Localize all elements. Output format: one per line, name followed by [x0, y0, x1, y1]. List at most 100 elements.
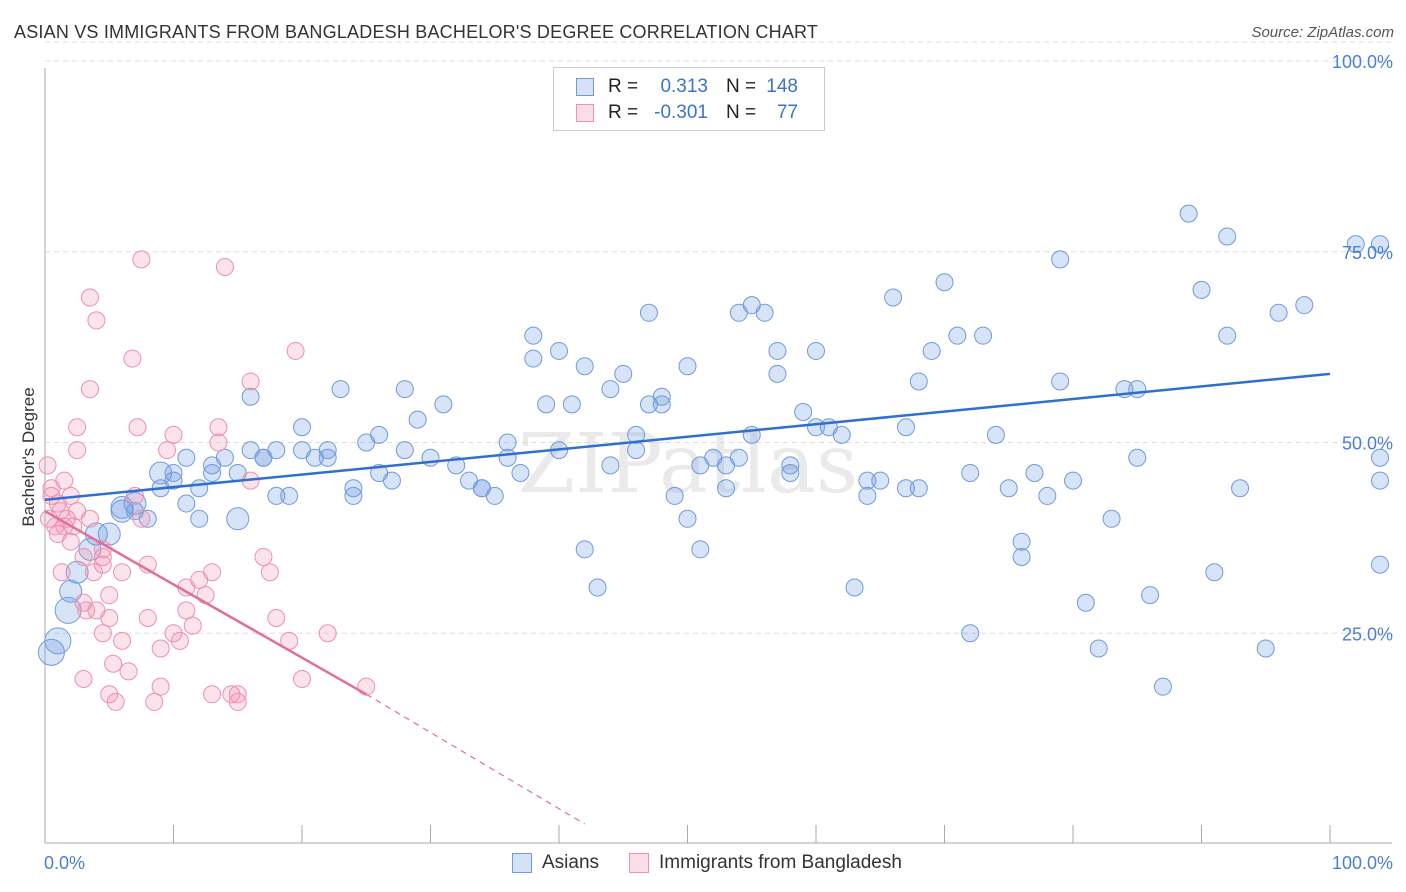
point-bangladesh [77, 601, 96, 620]
point-asians [729, 448, 748, 467]
point-asians [639, 303, 658, 322]
point-asians [768, 364, 787, 383]
point-asians [241, 387, 260, 406]
legend-r-value: 0.313 [660, 76, 708, 97]
point-asians [1371, 555, 1389, 574]
bottom-legend: Asians Immigrants from Bangladesh [512, 852, 932, 874]
point-asians [562, 395, 581, 414]
point-bangladesh [196, 586, 215, 605]
point-asians [331, 380, 350, 399]
tick-labels: 100.0% 75.0% 50.0% 25.0% 0.0% 100.0% [44, 52, 1393, 873]
point-asians [807, 341, 825, 360]
point-asians [652, 395, 671, 414]
point-asians [293, 418, 311, 437]
point-bangladesh [106, 692, 125, 711]
point-asians [1231, 479, 1250, 498]
point-asians [781, 464, 800, 483]
point-bangladesh [100, 586, 119, 605]
bottom-legend-asians: Asians [512, 852, 599, 874]
point-asians [537, 395, 556, 414]
point-bangladesh [183, 616, 202, 635]
point-asians [1346, 235, 1365, 254]
chart-title: ASIAN VS IMMIGRANTS FROM BANGLADESH BACH… [14, 22, 819, 42]
point-bangladesh [151, 639, 170, 658]
point-bangladesh [203, 563, 222, 582]
point-bangladesh [260, 563, 279, 582]
point-asians [986, 425, 1005, 444]
point-bangladesh [151, 677, 170, 696]
trend-line-asians [44, 372, 1331, 501]
point-bangladesh [113, 563, 132, 582]
point-bangladesh [100, 608, 119, 627]
point-asians [1218, 326, 1237, 345]
point-asians [447, 456, 466, 475]
point-asians [909, 372, 928, 391]
point-asians [1038, 486, 1057, 505]
legend-r-label: R = [608, 76, 639, 97]
point-asians [999, 479, 1018, 498]
point-asians [395, 441, 414, 460]
point-bangladesh [93, 624, 112, 643]
point-asians [267, 441, 286, 460]
point-asians [164, 464, 183, 483]
point-bangladesh [177, 601, 196, 620]
y-tick-label: 100.0% [1332, 52, 1393, 72]
point-asians [601, 456, 620, 475]
legend-n-value: 148 [766, 76, 798, 97]
point-asians [858, 471, 877, 490]
point-asians [177, 448, 196, 467]
point-asians [177, 494, 196, 513]
point-asians [884, 288, 903, 307]
point-bangladesh [74, 547, 93, 566]
legend-swatch-asians [576, 78, 594, 96]
point-asians [1192, 280, 1211, 299]
point-bangladesh [84, 563, 103, 582]
legend-row-bangladesh: R = -0.301 N = 77 [554, 99, 798, 127]
point-asians [1256, 639, 1275, 658]
point-asians [678, 357, 697, 376]
trend-line-bangladesh [44, 510, 367, 696]
point-asians [755, 303, 774, 322]
point-asians [318, 441, 337, 460]
legend-n-label: N = [726, 76, 757, 97]
point-asians [588, 578, 607, 597]
point-asians [1012, 532, 1031, 551]
point-bangladesh [203, 685, 222, 704]
point-asians [110, 499, 134, 523]
point-bangladesh [132, 509, 151, 528]
point-asians [717, 479, 736, 498]
legend: R = 0.313 N = 148 R = -0.301 N = 77 [553, 67, 825, 131]
point-asians [1153, 677, 1172, 696]
point-asians [1371, 448, 1389, 467]
x-tick-label-left: 0.0% [44, 853, 85, 873]
point-bangladesh [138, 608, 157, 627]
point-asians [498, 433, 517, 452]
point-bangladesh [357, 677, 376, 696]
point-asians [524, 326, 543, 345]
point-asians [395, 380, 414, 399]
point-asians [370, 425, 389, 444]
point-asians [575, 540, 594, 559]
point-asians [215, 448, 234, 467]
bottom-swatch-asians [512, 853, 532, 873]
point-bangladesh [104, 654, 123, 673]
point-asians [408, 410, 427, 429]
point-asians [794, 402, 813, 421]
point-bangladesh [164, 425, 183, 444]
point-asians [575, 357, 594, 376]
y-tick-label: 75.0% [1342, 243, 1393, 263]
series-bangladesh [38, 250, 376, 711]
point-asians [652, 387, 671, 406]
point-asians [627, 441, 646, 460]
point-bangladesh [209, 418, 228, 437]
point-asians [1141, 586, 1160, 605]
y-tick-label: 25.0% [1342, 624, 1393, 644]
point-asians [1012, 547, 1031, 566]
point-asians [961, 624, 980, 643]
point-asians [896, 479, 915, 498]
point-asians [267, 486, 286, 505]
point-bangladesh [228, 692, 247, 711]
point-asians [614, 364, 633, 383]
bottom-legend-bangladesh: Immigrants from Bangladesh [629, 852, 902, 874]
